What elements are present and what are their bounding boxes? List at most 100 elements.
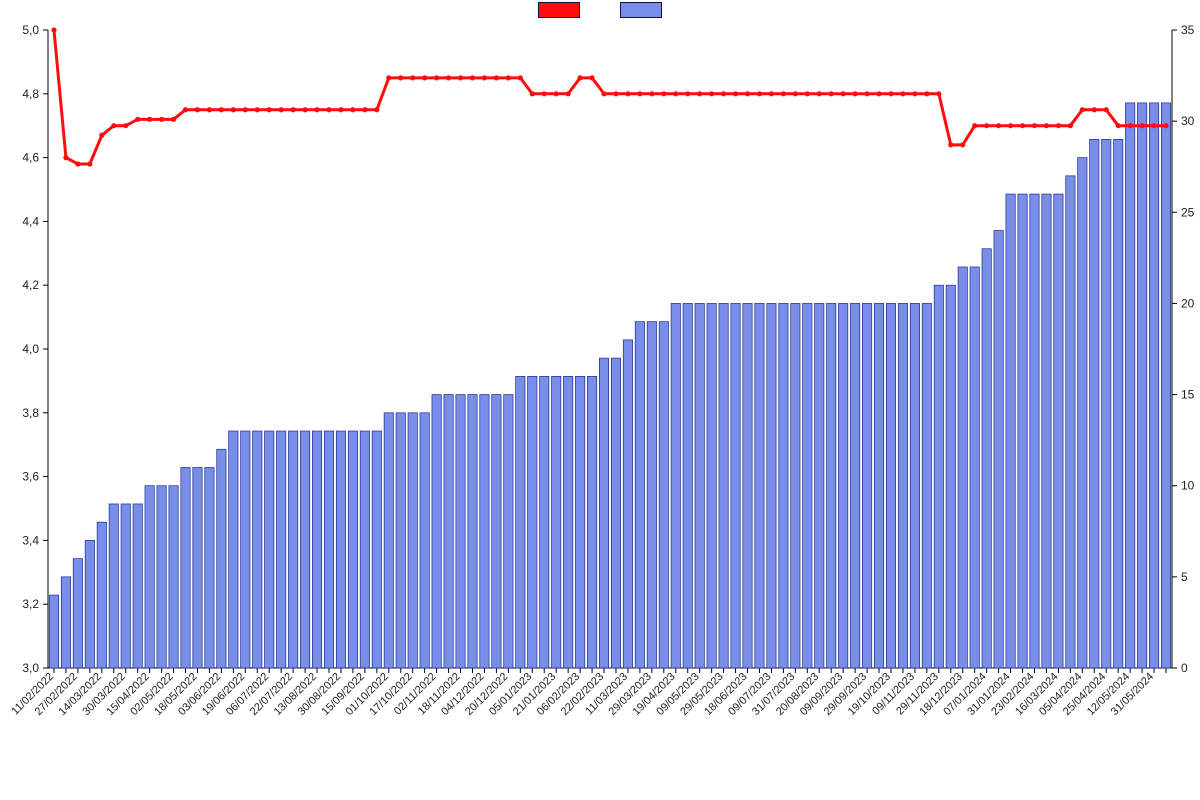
line-marker <box>625 91 630 96</box>
bar <box>49 595 58 668</box>
bar <box>372 431 381 668</box>
bar <box>1018 194 1027 668</box>
line-marker <box>566 91 571 96</box>
line-marker <box>661 91 666 96</box>
bar <box>647 322 656 668</box>
line-marker <box>864 91 869 96</box>
bar <box>360 431 369 668</box>
line-marker <box>697 91 702 96</box>
line-marker <box>183 107 188 112</box>
legend-swatch-bar <box>620 2 662 18</box>
line-marker <box>601 91 606 96</box>
line-marker <box>1044 123 1049 128</box>
line-marker <box>841 91 846 96</box>
line-marker <box>793 91 798 96</box>
line-marker <box>291 107 296 112</box>
line-marker <box>1163 123 1168 128</box>
bar <box>336 431 345 668</box>
line-marker <box>362 107 367 112</box>
y-right-tick-label: 30 <box>1181 114 1195 128</box>
bar <box>850 303 859 668</box>
bar <box>456 395 465 668</box>
y-right-tick-label: 25 <box>1181 205 1195 219</box>
bar <box>133 504 142 668</box>
bar <box>862 303 871 668</box>
bar <box>408 413 417 668</box>
line-marker <box>147 117 152 122</box>
bar <box>683 303 692 668</box>
line-marker <box>255 107 260 112</box>
bar <box>958 267 967 668</box>
bar <box>277 431 286 668</box>
line-marker <box>1020 123 1025 128</box>
bar <box>157 486 166 668</box>
line-marker <box>494 75 499 80</box>
y-right-tick-label: 0 <box>1181 661 1188 675</box>
bar <box>934 285 943 668</box>
bar <box>61 577 70 668</box>
legend-swatch-line <box>538 2 580 18</box>
bar <box>767 303 776 668</box>
y-left-tick-label: 3,6 <box>22 470 39 484</box>
line-marker <box>398 75 403 80</box>
line-marker <box>936 91 941 96</box>
line-marker <box>673 91 678 96</box>
line-marker <box>960 142 965 147</box>
bar <box>707 303 716 668</box>
bar <box>874 303 883 668</box>
line-marker <box>470 75 475 80</box>
line-marker <box>745 91 750 96</box>
line-marker <box>410 75 415 80</box>
bar <box>1066 176 1075 668</box>
bar <box>1042 194 1051 668</box>
bar <box>779 303 788 668</box>
line-marker <box>1104 107 1109 112</box>
line-marker <box>637 91 642 96</box>
line-marker <box>912 91 917 96</box>
bar <box>1090 139 1099 668</box>
line-marker <box>422 75 427 80</box>
bar <box>229 431 238 668</box>
line-marker <box>1128 123 1133 128</box>
bar <box>540 376 549 668</box>
y-left-tick-label: 3,4 <box>22 533 39 547</box>
bar <box>253 431 262 668</box>
bar <box>552 376 561 668</box>
bar <box>695 303 704 668</box>
bar <box>181 467 190 668</box>
line-marker <box>709 91 714 96</box>
bar <box>85 540 94 668</box>
bar <box>791 303 800 668</box>
chart-svg: 3,03,23,43,63,84,04,24,44,64,85,00510152… <box>0 0 1200 800</box>
bar <box>910 303 919 668</box>
bar <box>659 322 668 668</box>
y-left-tick-label: 4,4 <box>22 214 39 228</box>
bar <box>815 303 824 668</box>
bar <box>480 395 489 668</box>
line-marker <box>888 91 893 96</box>
bar <box>755 303 764 668</box>
line-marker <box>900 91 905 96</box>
line-marker <box>1140 123 1145 128</box>
bar <box>994 231 1003 668</box>
line-marker <box>613 91 618 96</box>
bar <box>1125 103 1134 668</box>
line-marker <box>326 107 331 112</box>
bar <box>970 267 979 668</box>
line-marker <box>63 155 68 160</box>
bar <box>1102 139 1111 668</box>
line-marker <box>350 107 355 112</box>
line-marker <box>554 91 559 96</box>
bar <box>1006 194 1015 668</box>
bar <box>265 431 274 668</box>
y-left-tick-label: 3,2 <box>22 597 39 611</box>
line-marker <box>757 91 762 96</box>
line-marker <box>75 161 80 166</box>
bar <box>839 303 848 668</box>
bar <box>1054 194 1063 668</box>
bar <box>1161 103 1170 668</box>
bar <box>312 431 321 668</box>
bar <box>145 486 154 668</box>
bar <box>205 467 214 668</box>
line-marker <box>446 75 451 80</box>
